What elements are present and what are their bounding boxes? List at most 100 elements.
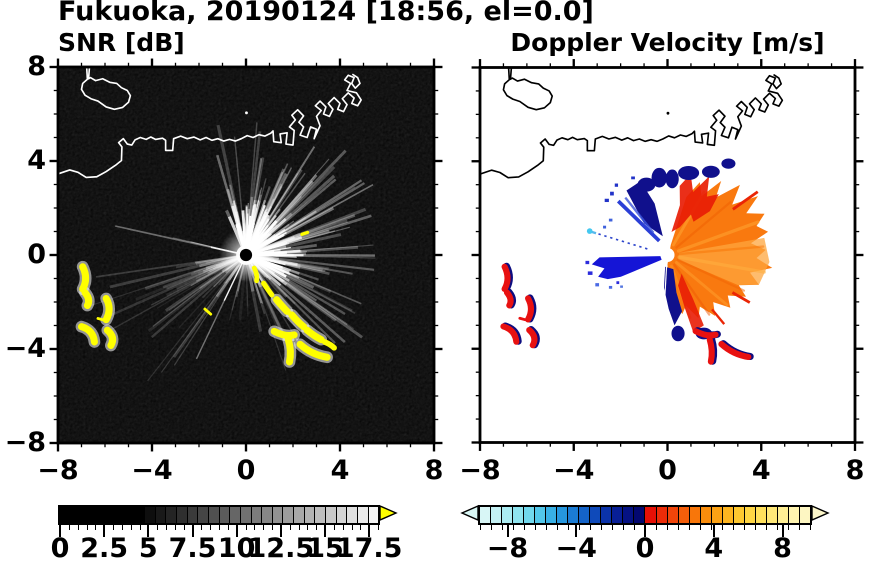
snr-colorbar (58, 505, 380, 525)
colorbar-cell (282, 507, 294, 523)
y-tick-label: −4 (4, 333, 46, 364)
colorbar-minor-tick (227, 525, 229, 530)
colorbar-minor-tick (623, 525, 624, 530)
snr-panel-title: SNR [dB] (58, 28, 185, 57)
colorbar-minor-tick (307, 525, 309, 530)
colorbar-major-tick (506, 525, 509, 537)
y-tick-label: 8 (27, 51, 46, 82)
colorbar-minor-tick (183, 525, 185, 530)
coastline-islet-dot (666, 111, 670, 115)
colorbar-minor-tick (524, 525, 525, 530)
colorbar-tick-label: 2.5 (80, 533, 129, 564)
colorbar-minor-tick (810, 525, 811, 530)
colorbar-minor-tick (711, 525, 712, 530)
x-tick-label: 0 (236, 455, 256, 486)
colorbar-tick-label: −4 (555, 533, 597, 564)
colorbar-minor-tick (139, 525, 141, 530)
colorbar-major-tick (368, 525, 371, 537)
colorbar-minor-tick (272, 525, 273, 530)
radar-site-dot (239, 248, 253, 262)
panel-frame (478, 66, 857, 444)
colorbar-cell (688, 507, 700, 523)
colorbar-tick-label: 5 (138, 533, 158, 564)
doppler-fan-streaks (670, 190, 766, 319)
colorbar-cell (501, 507, 513, 523)
axis-ticks (471, 59, 864, 451)
x-tick-label: 0 (658, 455, 677, 486)
colorbar-minor-tick (678, 525, 679, 530)
colorbar-minor-tick (502, 525, 503, 530)
colorbar-tick-label: 7.5 (168, 533, 217, 564)
colorbar-minor-tick (766, 525, 767, 530)
coastline-island (502, 67, 554, 111)
colorbar-major-tick (324, 525, 326, 537)
colorbar-cell (101, 507, 113, 523)
x-tick-label: −8 (459, 455, 501, 486)
colorbar-minor-tick (245, 525, 247, 530)
colorbar-cell (677, 507, 689, 523)
colorbar-cell (122, 507, 134, 523)
y-tick-label: 4 (27, 145, 46, 176)
colorbar-cell (480, 507, 491, 523)
doppler-colorbar (478, 505, 812, 525)
colorbar-minor-tick (689, 525, 690, 530)
colorbar-cell (218, 507, 230, 523)
colorbar-cell (578, 507, 590, 523)
colorbar-cell (545, 507, 557, 523)
colorbar-cell (261, 507, 272, 523)
colorbar-minor-tick (755, 525, 756, 530)
radar-site-dot-doppler (660, 247, 675, 263)
colorbar-minor-tick (121, 525, 123, 530)
coastline-black (480, 67, 784, 179)
colorbar-minor-tick (722, 525, 723, 530)
colorbar-cell (666, 507, 678, 523)
doppler-negative-wedge (591, 256, 662, 280)
colorbar-minor-tick (201, 525, 203, 530)
colorbar-cell (112, 507, 123, 523)
colorbar-tick-label: 10 (217, 533, 256, 564)
colorbar-minor-tick (579, 525, 580, 530)
colorbar-cell (490, 507, 502, 523)
doppler-red-bands (671, 173, 759, 333)
colorbar-minor-tick (77, 525, 79, 530)
colorbar-minor-tick (157, 525, 159, 530)
colorbar-overflow-arrow (379, 504, 398, 522)
colorbar-tick-label: 8 (773, 533, 792, 564)
colorbar-minor-tick (788, 525, 789, 530)
colorbar-cell (176, 507, 187, 523)
colorbar-minor-tick (590, 525, 591, 530)
colorbar-cell (633, 507, 645, 523)
colorbar-cell (798, 507, 810, 523)
colorbar-cell (356, 507, 368, 523)
colorbar-minor-tick (656, 525, 657, 530)
figure-title: Fukuoka, 20190124 [18:56, el=0.0] (58, 0, 594, 27)
y-tick-label: 0 (27, 239, 46, 270)
colorbar-overflow-arrow (811, 504, 830, 522)
colorbar-minor-tick (95, 525, 97, 530)
colorbar-cell (765, 507, 777, 523)
x-tick-label: 8 (845, 455, 865, 486)
colorbar-major-tick (191, 525, 194, 537)
colorbar-minor-tick (360, 525, 362, 530)
colorbar-minor-tick (744, 525, 745, 530)
snr-map (58, 67, 434, 443)
coastline-white (58, 67, 362, 179)
colorbar-cell (133, 507, 145, 523)
colorbar-minor-tick (174, 525, 176, 530)
colorbar-minor-tick (378, 525, 379, 530)
coastline-islet-dot (245, 111, 248, 115)
colorbar-cell (69, 507, 81, 523)
colorbar-cell (303, 507, 315, 523)
colorbar-minor-tick (568, 525, 569, 530)
colorbar-minor-tick (351, 525, 353, 530)
colorbar-tick-label: 0 (635, 533, 655, 564)
colorbar-tick-label: 12.5 (247, 533, 315, 564)
colorbar-underflow-arrow (460, 504, 479, 522)
doppler-panel (471, 59, 864, 451)
doppler-blue-streaks-northwest (603, 176, 661, 243)
colorbar-cell (154, 507, 166, 523)
colorbar-minor-tick (130, 525, 132, 530)
colorbar-cell (622, 507, 634, 523)
doppler-fan-light-orange (678, 237, 770, 285)
